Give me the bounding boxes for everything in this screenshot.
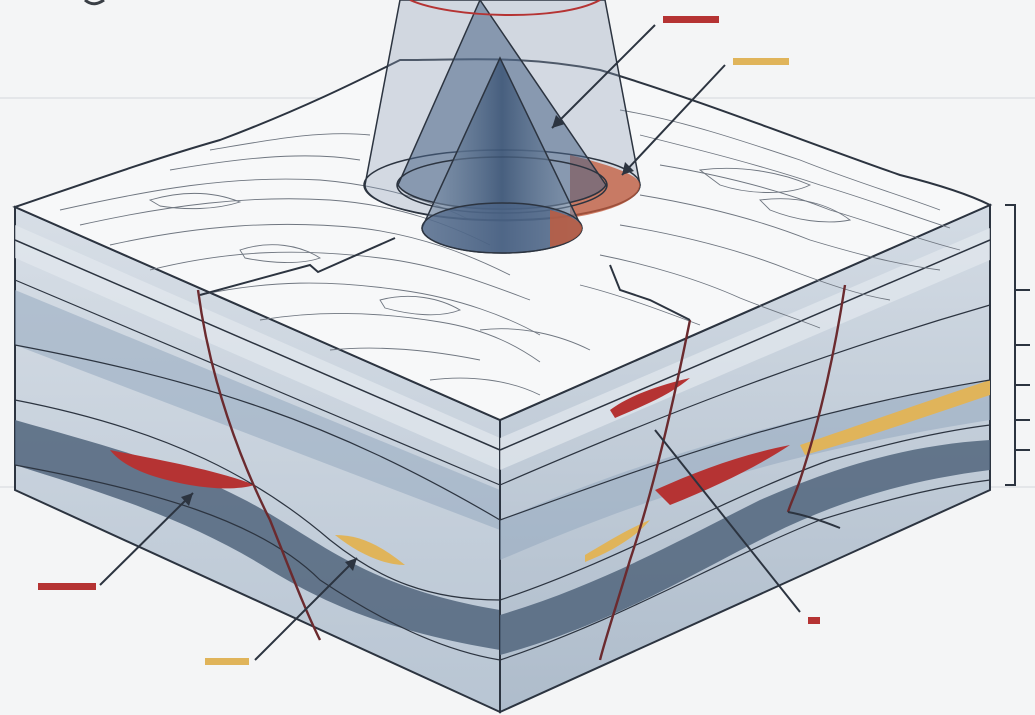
- yellow-lens-right-small: [585, 520, 650, 562]
- fault-center: [598, 319, 692, 661]
- red-marker-left: [38, 583, 96, 590]
- fault-right: [786, 284, 847, 513]
- leader-line-left-red: [99, 492, 194, 586]
- red-lens-right: [655, 445, 790, 505]
- red-lens-left: [110, 450, 255, 489]
- leader-line-top-yellow: [621, 64, 726, 176]
- red-marker-top: [663, 16, 719, 23]
- top-rim: [409, 0, 601, 17]
- cropped-glyph: [84, 0, 105, 6]
- red-marker-right: [808, 617, 820, 624]
- arrowhead: [552, 115, 565, 128]
- instrument-cone-group: [363, 0, 641, 254]
- faults: [196, 284, 847, 661]
- inner-base-highlight: [550, 210, 582, 247]
- red-lens-right-upper: [610, 378, 690, 418]
- arrowhead: [345, 558, 357, 571]
- layer-band-upper: [15, 225, 500, 470]
- callouts: [38, 16, 820, 665]
- yellow-lens-left: [335, 535, 405, 565]
- scarp-toe: [787, 511, 841, 529]
- scarp-left: [199, 237, 396, 296]
- leader-line-top-red: [551, 24, 656, 129]
- layer-band-mid: [15, 290, 500, 530]
- layer-dark-right: [500, 440, 990, 655]
- fault-scarps: [199, 237, 841, 529]
- depth-scale-bar: [1005, 204, 1030, 486]
- scarp-right: [609, 264, 691, 321]
- left-face: [14, 205, 501, 714]
- yellow-lens-right: [800, 380, 990, 455]
- leader-line-right-red: [654, 429, 801, 613]
- fault-left: [196, 289, 322, 641]
- arrowhead: [622, 162, 634, 175]
- leader-line-bottom-yellow: [254, 557, 358, 661]
- yellow-marker-bottom: [205, 658, 249, 665]
- layer-dark-left: [15, 420, 500, 650]
- arrowhead: [181, 493, 193, 506]
- yellow-marker-top: [733, 58, 789, 65]
